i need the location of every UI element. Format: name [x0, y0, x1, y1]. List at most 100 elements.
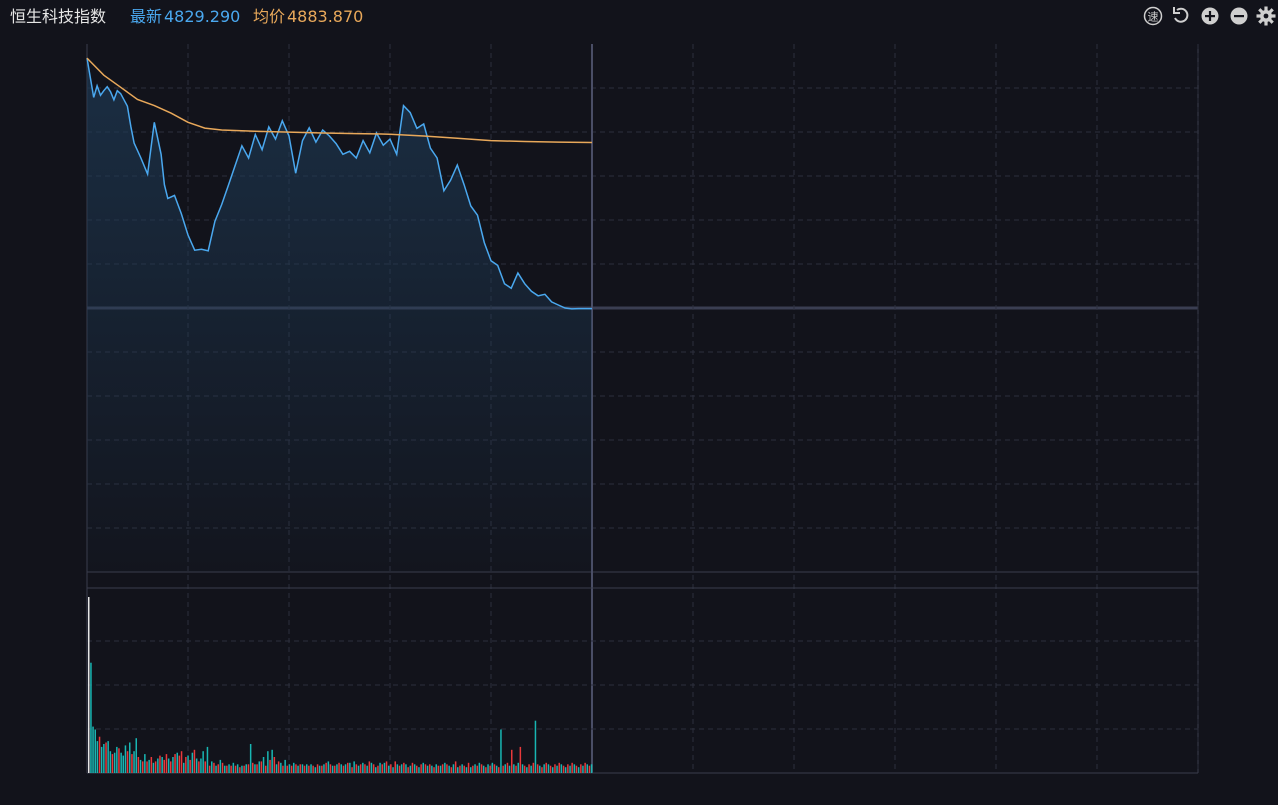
toolbar: 速 [1143, 6, 1276, 26]
volume-bar [113, 752, 116, 773]
volume-bar [504, 764, 506, 773]
volume-bar [254, 764, 256, 773]
volume-bar [364, 764, 366, 773]
volume-bar [124, 745, 127, 773]
volume-bar [476, 765, 478, 773]
volume-bar [120, 752, 122, 773]
volume-bar [513, 764, 515, 773]
price-panel[interactable] [86, 44, 1199, 773]
volume-bar [347, 762, 349, 773]
volume-bar [359, 764, 362, 773]
price-series-line [86, 57, 592, 310]
volume-bar [441, 764, 444, 773]
volume-bar [379, 762, 381, 773]
volume-bar [267, 751, 269, 773]
volume-bar [200, 758, 202, 773]
volume-bar [562, 765, 565, 773]
volume-bar [310, 764, 312, 773]
volume-bar [198, 761, 200, 773]
volume-bar [256, 764, 258, 773]
volume-bar [277, 761, 280, 773]
volume-bar [586, 764, 588, 773]
volume-bar [480, 764, 483, 773]
volume-bar [312, 765, 314, 773]
volume-bar [245, 764, 247, 773]
volume-bar [318, 765, 321, 773]
volume-bar [122, 755, 124, 773]
volume-bar [534, 720, 537, 773]
volume-bar [575, 765, 578, 773]
volume-bar [301, 764, 304, 773]
volume-bar [306, 764, 308, 773]
volume-bar [202, 751, 204, 773]
volume-bar [409, 765, 412, 773]
volume-bar [150, 757, 153, 773]
volume-bar [329, 764, 332, 773]
volume-bar [167, 758, 170, 773]
volume-bar [189, 759, 191, 773]
volume-bar [485, 767, 487, 773]
volume-bar [357, 765, 360, 773]
volume-panel[interactable] [87, 587, 1198, 774]
volume-bar [308, 765, 310, 773]
volume-bar [206, 746, 209, 773]
volume-bar [375, 767, 377, 773]
volume-bar [554, 764, 556, 773]
volume-bar [133, 751, 135, 773]
volume-bar [491, 762, 494, 773]
volume-bar [234, 765, 237, 773]
volume-bar [403, 762, 405, 773]
volume-bar [446, 764, 448, 773]
volume-bar [135, 738, 137, 773]
volume-bar [431, 765, 433, 773]
speed-icon[interactable]: 速 [1143, 6, 1163, 26]
volume-bar [126, 751, 129, 773]
volume-bar [448, 765, 450, 773]
volume-bar [351, 767, 353, 773]
volume-bar [271, 749, 273, 773]
volume-bar [183, 762, 185, 773]
volume-bar [580, 764, 582, 773]
volume-bar [325, 762, 327, 773]
volume-bar [543, 764, 545, 773]
volume-bar [422, 762, 424, 773]
volume-bar [338, 762, 340, 773]
volume-bar [228, 764, 230, 773]
volume-bar [547, 764, 550, 773]
volume-bar [178, 755, 181, 773]
volume-bar [163, 759, 165, 773]
volume-bar [368, 761, 371, 773]
volume-bar [590, 764, 593, 773]
undo-icon[interactable] [1173, 7, 1189, 23]
volume-bar [528, 764, 530, 773]
volume-bar [418, 767, 420, 773]
volume-bar [185, 757, 187, 773]
avg-price-series-line [86, 57, 593, 144]
volume-bar [165, 754, 168, 773]
zoom-in-icon[interactable] [1201, 7, 1219, 25]
volume-bar [340, 764, 342, 773]
volume-bar [170, 761, 172, 773]
volume-bar [157, 758, 159, 773]
volume-bar [262, 757, 265, 773]
volume-bar [498, 767, 500, 773]
volume-bar [191, 752, 194, 773]
zoom-out-icon[interactable] [1230, 7, 1248, 25]
volume-bar [388, 765, 390, 773]
volume-bar [353, 761, 355, 773]
volume-bar [109, 751, 112, 773]
volume-bar [558, 762, 560, 773]
volume-bar [536, 764, 539, 773]
volume-bar [519, 746, 522, 773]
volume-bar [588, 765, 591, 773]
volume-bar [154, 761, 157, 773]
gear-icon[interactable] [1256, 6, 1276, 26]
volume-bar [159, 755, 161, 773]
volume-bar [362, 762, 364, 773]
volume-bar [92, 726, 94, 773]
volume-bar [390, 764, 392, 773]
volume-bar [564, 767, 567, 773]
volume-bar [500, 729, 502, 773]
volume-bar [323, 764, 325, 773]
